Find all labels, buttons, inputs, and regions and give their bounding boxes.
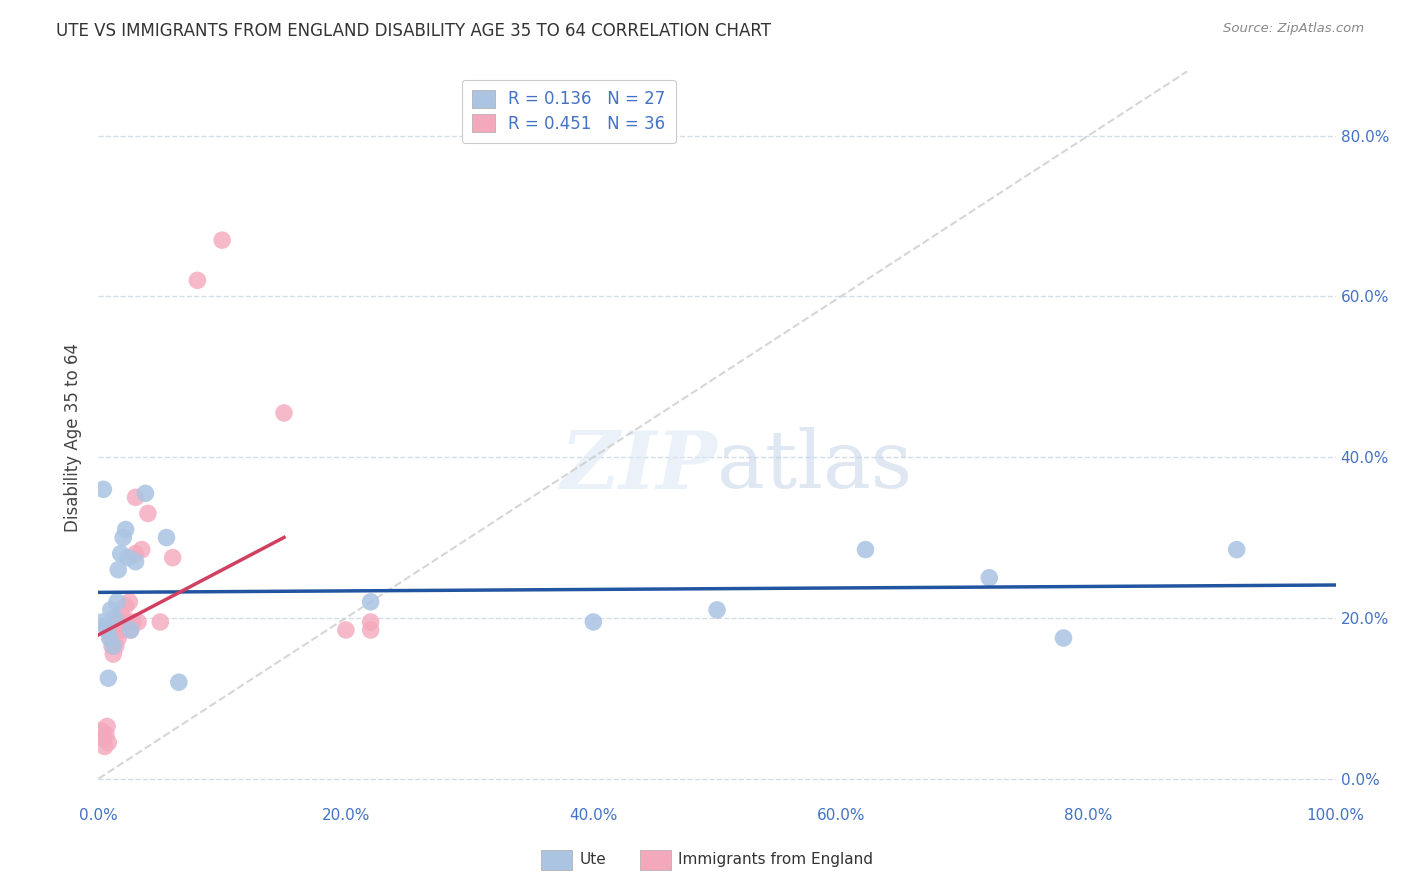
Point	[155, 531, 177, 545]
Point	[167, 675, 190, 690]
Point	[105, 615, 128, 629]
Point	[100, 603, 122, 617]
Point	[162, 550, 184, 565]
Point	[110, 607, 132, 621]
Point	[96, 719, 118, 733]
Point	[706, 603, 728, 617]
Point	[211, 233, 233, 247]
Point	[104, 639, 127, 653]
Point	[103, 647, 125, 661]
Point	[118, 595, 141, 609]
Point	[117, 615, 139, 629]
Point	[98, 631, 121, 645]
Point	[335, 623, 357, 637]
Point	[131, 542, 153, 557]
Text: Ute: Ute	[579, 853, 606, 867]
Point	[124, 555, 146, 569]
Point	[360, 615, 382, 629]
Text: Immigrants from England: Immigrants from England	[678, 853, 873, 867]
Point	[582, 615, 605, 629]
Point	[134, 486, 156, 500]
Point	[96, 623, 118, 637]
Point	[111, 623, 134, 637]
Point	[124, 491, 146, 505]
Point	[101, 639, 124, 653]
Point	[90, 723, 112, 738]
Point	[120, 623, 142, 637]
Point	[107, 631, 129, 645]
Point	[112, 615, 135, 629]
Text: atlas: atlas	[717, 427, 912, 506]
Text: UTE VS IMMIGRANTS FROM ENGLAND DISABILITY AGE 35 TO 64 CORRELATION CHART: UTE VS IMMIGRANTS FROM ENGLAND DISABILIT…	[56, 22, 772, 40]
Point	[94, 619, 117, 633]
Legend: R = 0.136   N = 27, R = 0.451   N = 36: R = 0.136 N = 27, R = 0.451 N = 36	[461, 79, 675, 143]
Point	[107, 563, 129, 577]
Text: ZIP: ZIP	[560, 427, 717, 505]
Text: Source: ZipAtlas.com: Source: ZipAtlas.com	[1223, 22, 1364, 36]
Point	[103, 639, 125, 653]
Point	[1052, 631, 1074, 645]
Point	[979, 571, 1001, 585]
Point	[94, 727, 117, 741]
Point	[105, 595, 128, 609]
Point	[114, 599, 136, 613]
Point	[100, 631, 122, 645]
Point	[105, 623, 128, 637]
Point	[93, 731, 115, 746]
Point	[112, 531, 135, 545]
Point	[136, 507, 159, 521]
Point	[93, 483, 115, 497]
Point	[93, 739, 115, 754]
Point	[127, 615, 149, 629]
Point	[855, 542, 877, 557]
Point	[1226, 542, 1249, 557]
Point	[103, 623, 125, 637]
Point	[273, 406, 295, 420]
Point	[360, 595, 382, 609]
Point	[117, 550, 139, 565]
Point	[98, 623, 121, 637]
Point	[124, 547, 146, 561]
Point	[120, 623, 142, 637]
Point	[360, 623, 382, 637]
Point	[122, 615, 145, 629]
Point	[110, 547, 132, 561]
Point	[97, 671, 120, 685]
Point	[91, 615, 114, 629]
Point	[186, 273, 208, 287]
Point	[114, 523, 136, 537]
Point	[149, 615, 172, 629]
Y-axis label: Disability Age 35 to 64: Disability Age 35 to 64	[65, 343, 83, 532]
Point	[103, 611, 125, 625]
Point	[97, 735, 120, 749]
